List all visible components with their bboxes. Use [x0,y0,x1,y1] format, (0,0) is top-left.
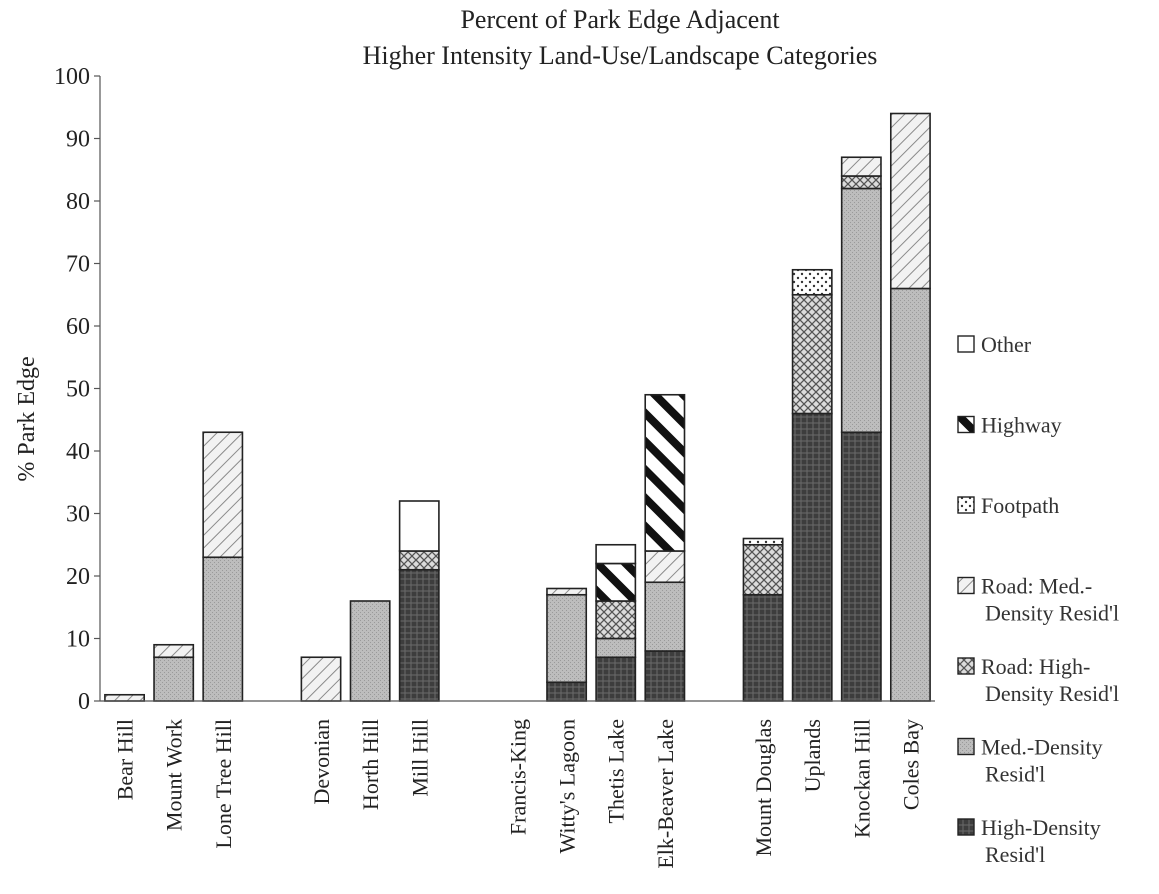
legend-label: Med.-Density [981,735,1103,760]
bar-segment [300,656,342,702]
bar-segment [791,412,833,702]
bar-segment [398,500,440,552]
bar-segment [644,650,686,702]
legend-swatch [957,335,975,353]
legend-label: Resid'l [985,762,1045,787]
y-tick-label: 80 [66,189,90,215]
bar-segment [546,681,588,702]
legend-swatch [957,657,975,675]
bar-segment [644,581,686,652]
legend-swatch [957,576,975,595]
x-tick-label: Devonian [309,719,334,805]
x-tick-label: Thetis Lake [604,719,629,823]
x-tick-label: Mount Work [162,719,187,831]
y-tick-label: 0 [78,689,90,715]
bar-segment [595,600,637,640]
bar-segment [889,287,931,702]
chart-title-line: Percent of Park Edge Adjacent [460,5,780,34]
y-tick-label: 50 [66,377,90,403]
bar-segment [840,431,882,702]
legend-label: Highway [981,413,1062,438]
y-tick-label: 10 [66,627,90,653]
legend-label: Footpath [981,493,1059,518]
x-tick-label: Lone Tree Hill [211,719,236,849]
x-tick-label: Francis-King [506,719,531,835]
bar-segment [153,643,195,659]
bar-segment [546,587,588,596]
bar-segment [742,593,784,702]
x-tick-label: Bear Hill [113,719,138,800]
x-tick-label: Mill Hill [407,719,432,797]
y-tick-label: 70 [66,252,90,278]
bar-segment [595,656,637,702]
y-tick-label: 100 [54,64,90,90]
legend-swatch [957,818,975,836]
bar-segment [202,431,244,559]
y-tick-label: 30 [66,502,90,528]
y-tick-label: 60 [66,314,90,340]
y-tick-label: 20 [66,564,90,590]
bar-segment [840,175,882,190]
bar-segment [202,556,244,702]
legend-label: Road: Med.- [981,574,1092,599]
legend-label: Resid'l [985,842,1045,867]
bar-segment [104,693,146,702]
legend-swatch [957,415,975,434]
x-tick-label: Uplands [800,719,825,792]
legend-label: Density Resid'l [985,601,1119,626]
y-tick-label: 40 [66,439,90,465]
x-tick-label: Coles Bay [898,719,923,810]
legend-label: Density Resid'l [985,681,1119,706]
bar-segment [349,600,391,702]
bar-segment [595,637,637,659]
bar-segment [398,568,440,702]
x-tick-label: Elk-Beaver Lake [653,719,678,869]
bar-segment [791,268,833,296]
y-axis-label: % Park Edge [14,356,40,481]
bar-segment [742,537,784,546]
bar-segment [889,112,931,290]
y-tick-label: 90 [66,127,90,153]
legend-label: High-Density [981,815,1101,840]
bar-segment [595,562,637,602]
bar-segment [595,543,637,565]
bar-segment [398,550,440,571]
bar-segment [791,293,833,415]
x-tick-label: Witty's Lagoon [555,719,580,853]
bar-segment [644,393,686,552]
bar-segment [546,593,588,684]
legend-swatch [957,737,975,756]
legend-swatch [957,496,975,514]
x-tick-label: Horth Hill [358,719,383,810]
x-tick-label: Mount Douglas [751,719,776,857]
legend-label: Other [981,332,1032,357]
chart-title-line: Higher Intensity Land-Use/Landscape Cate… [363,41,878,70]
x-tick-label: Knockan Hill [849,719,874,838]
y-axis: 0 10 20 30 40 50 60 70 80 90 100 [54,64,101,715]
x-axis: Bear Hill Mount Work Lone Tree Hill Devonia… [100,700,935,869]
bar-segment [742,543,784,596]
bar-segment [644,550,686,584]
legend-label: Road: High- [981,654,1090,679]
bar-segment [153,656,195,702]
bar-segment [840,156,882,177]
bars [104,112,931,702]
bar-segment [840,187,882,434]
chart-title: Percent of Park Edge Adjacent Higher Inte… [363,5,878,70]
